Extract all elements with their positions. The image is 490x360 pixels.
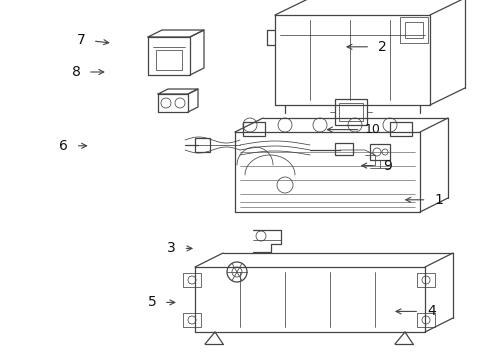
Bar	[183, 273, 201, 287]
Bar	[370, 144, 390, 160]
Text: 4: 4	[427, 305, 436, 318]
Text: 5: 5	[147, 296, 156, 309]
Text: 10: 10	[365, 123, 380, 136]
Text: 1: 1	[434, 193, 443, 207]
Text: 3: 3	[167, 242, 176, 255]
Bar	[390, 122, 412, 136]
Text: 8: 8	[72, 65, 80, 79]
Bar	[243, 122, 265, 136]
Bar	[195, 138, 210, 152]
Bar	[400, 17, 428, 43]
Text: 9: 9	[383, 159, 392, 172]
Bar	[335, 143, 353, 155]
Text: 6: 6	[59, 139, 68, 153]
Bar	[183, 313, 201, 327]
Bar	[156, 50, 182, 70]
Text: 7: 7	[76, 33, 85, 46]
Bar	[405, 22, 423, 38]
Bar	[339, 103, 363, 121]
Bar	[335, 99, 367, 125]
Bar	[417, 273, 435, 287]
Text: 2: 2	[378, 40, 387, 54]
Bar	[417, 313, 435, 327]
